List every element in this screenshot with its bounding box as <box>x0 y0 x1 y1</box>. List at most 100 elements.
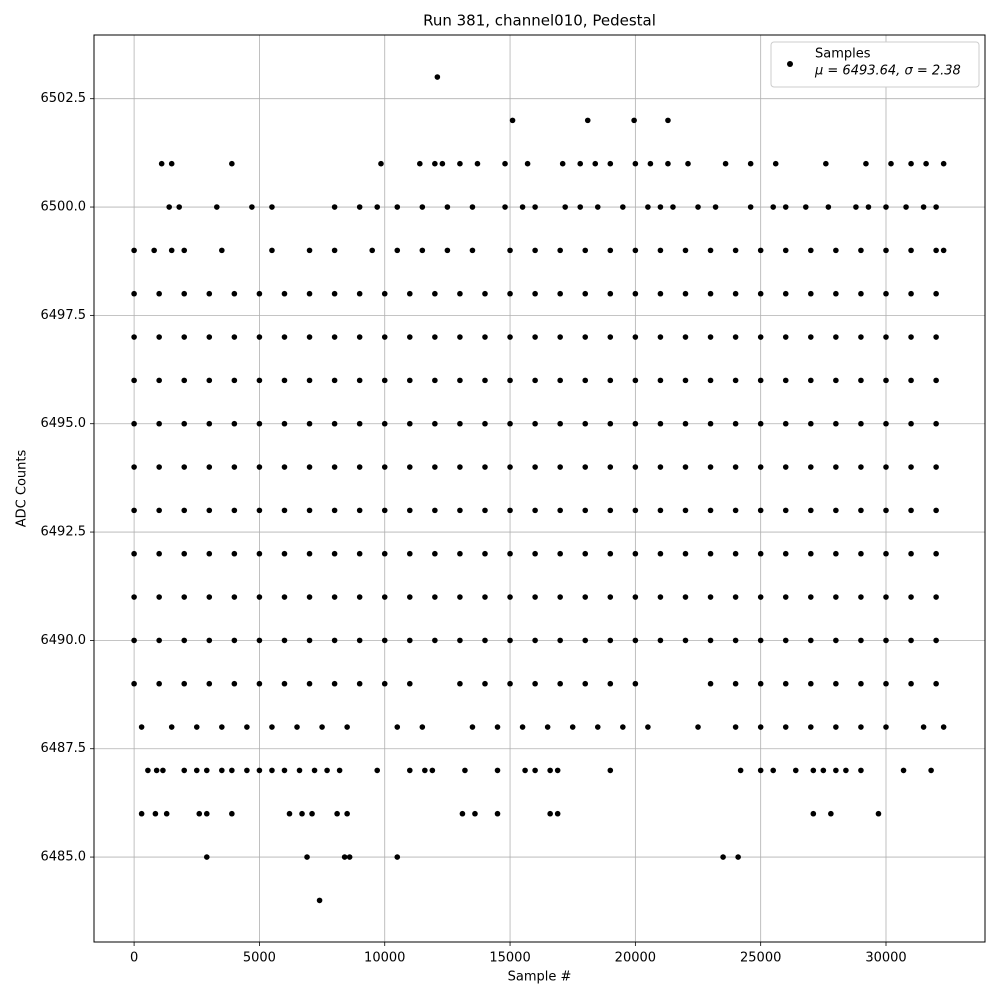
data-point <box>732 594 739 600</box>
y-tick-label: 6502.5 <box>41 91 87 106</box>
data-point <box>757 637 764 644</box>
data-point <box>883 290 889 297</box>
legend-annotation: μ = 6493.64, σ = 2.38 <box>814 64 961 79</box>
data-point <box>381 680 388 687</box>
data-point <box>720 854 726 860</box>
data-point <box>331 680 338 687</box>
data-point <box>381 594 388 600</box>
data-point <box>810 767 817 774</box>
data-point <box>858 724 864 730</box>
data-point <box>757 680 764 687</box>
data-point <box>203 767 210 774</box>
data-point <box>532 464 538 470</box>
data-point <box>432 334 438 340</box>
data-point <box>281 767 288 774</box>
data-point <box>883 420 889 427</box>
data-point <box>582 247 589 254</box>
y-tick-label: 6492.5 <box>41 525 87 540</box>
data-point <box>457 334 463 340</box>
data-point <box>381 550 388 557</box>
data-point <box>469 724 476 730</box>
data-point <box>632 464 639 470</box>
data-point <box>707 680 714 687</box>
data-point <box>823 160 829 167</box>
data-point <box>557 550 563 557</box>
data-point <box>381 334 388 340</box>
data-point <box>682 464 689 470</box>
data-point <box>554 810 561 817</box>
data-point <box>665 160 671 167</box>
data-point <box>524 160 531 167</box>
data-point <box>632 507 639 514</box>
data-point <box>792 767 799 774</box>
data-point <box>722 160 729 167</box>
data-point <box>432 594 438 600</box>
data-point <box>833 377 839 384</box>
data-point <box>434 74 441 80</box>
data-point <box>306 680 313 687</box>
data-point <box>782 637 789 644</box>
data-point <box>160 767 166 774</box>
data-point <box>657 420 664 427</box>
data-point <box>419 724 426 730</box>
data-point <box>582 464 589 470</box>
data-point <box>557 464 563 470</box>
data-point <box>843 767 849 774</box>
data-point <box>331 247 338 254</box>
data-point <box>657 464 664 470</box>
data-point <box>419 247 426 254</box>
data-point <box>269 247 275 254</box>
data-point <box>432 160 438 167</box>
data-point <box>457 637 463 644</box>
data-point <box>306 290 313 297</box>
data-point <box>645 724 651 730</box>
data-point <box>782 290 789 297</box>
data-point <box>732 724 739 730</box>
data-point <box>231 637 238 644</box>
data-point <box>757 377 764 384</box>
data-point <box>356 637 363 644</box>
data-point <box>940 247 947 254</box>
data-point <box>482 594 488 600</box>
data-point <box>833 247 839 254</box>
data-point <box>203 854 210 860</box>
data-point <box>406 420 413 427</box>
data-point <box>168 247 175 254</box>
data-point <box>256 334 263 340</box>
data-point <box>858 767 864 774</box>
data-point <box>770 767 777 774</box>
data-point <box>863 160 869 167</box>
data-point <box>457 420 463 427</box>
data-point <box>244 724 250 730</box>
data-point <box>406 680 413 687</box>
data-point <box>457 377 463 384</box>
data-point <box>607 767 614 774</box>
data-point <box>374 204 381 210</box>
data-point <box>306 507 313 514</box>
data-point <box>557 420 563 427</box>
data-point <box>432 420 438 427</box>
data-point <box>229 160 235 167</box>
data-point <box>331 594 338 600</box>
data-point <box>281 507 288 514</box>
data-point <box>632 334 639 340</box>
data-point <box>219 767 225 774</box>
data-point <box>507 550 513 557</box>
data-point <box>406 334 413 340</box>
data-point <box>181 637 188 644</box>
data-point <box>406 637 413 644</box>
data-point <box>532 247 538 254</box>
data-point <box>732 377 739 384</box>
data-point <box>406 464 413 470</box>
data-point <box>256 594 263 600</box>
data-point <box>562 204 568 210</box>
data-point <box>482 464 488 470</box>
data-point <box>532 637 538 644</box>
data-point <box>833 507 839 514</box>
data-point <box>156 680 162 687</box>
data-point <box>808 550 814 557</box>
data-point <box>808 420 814 427</box>
data-point <box>457 290 463 297</box>
data-point <box>940 724 947 730</box>
data-point <box>356 507 363 514</box>
